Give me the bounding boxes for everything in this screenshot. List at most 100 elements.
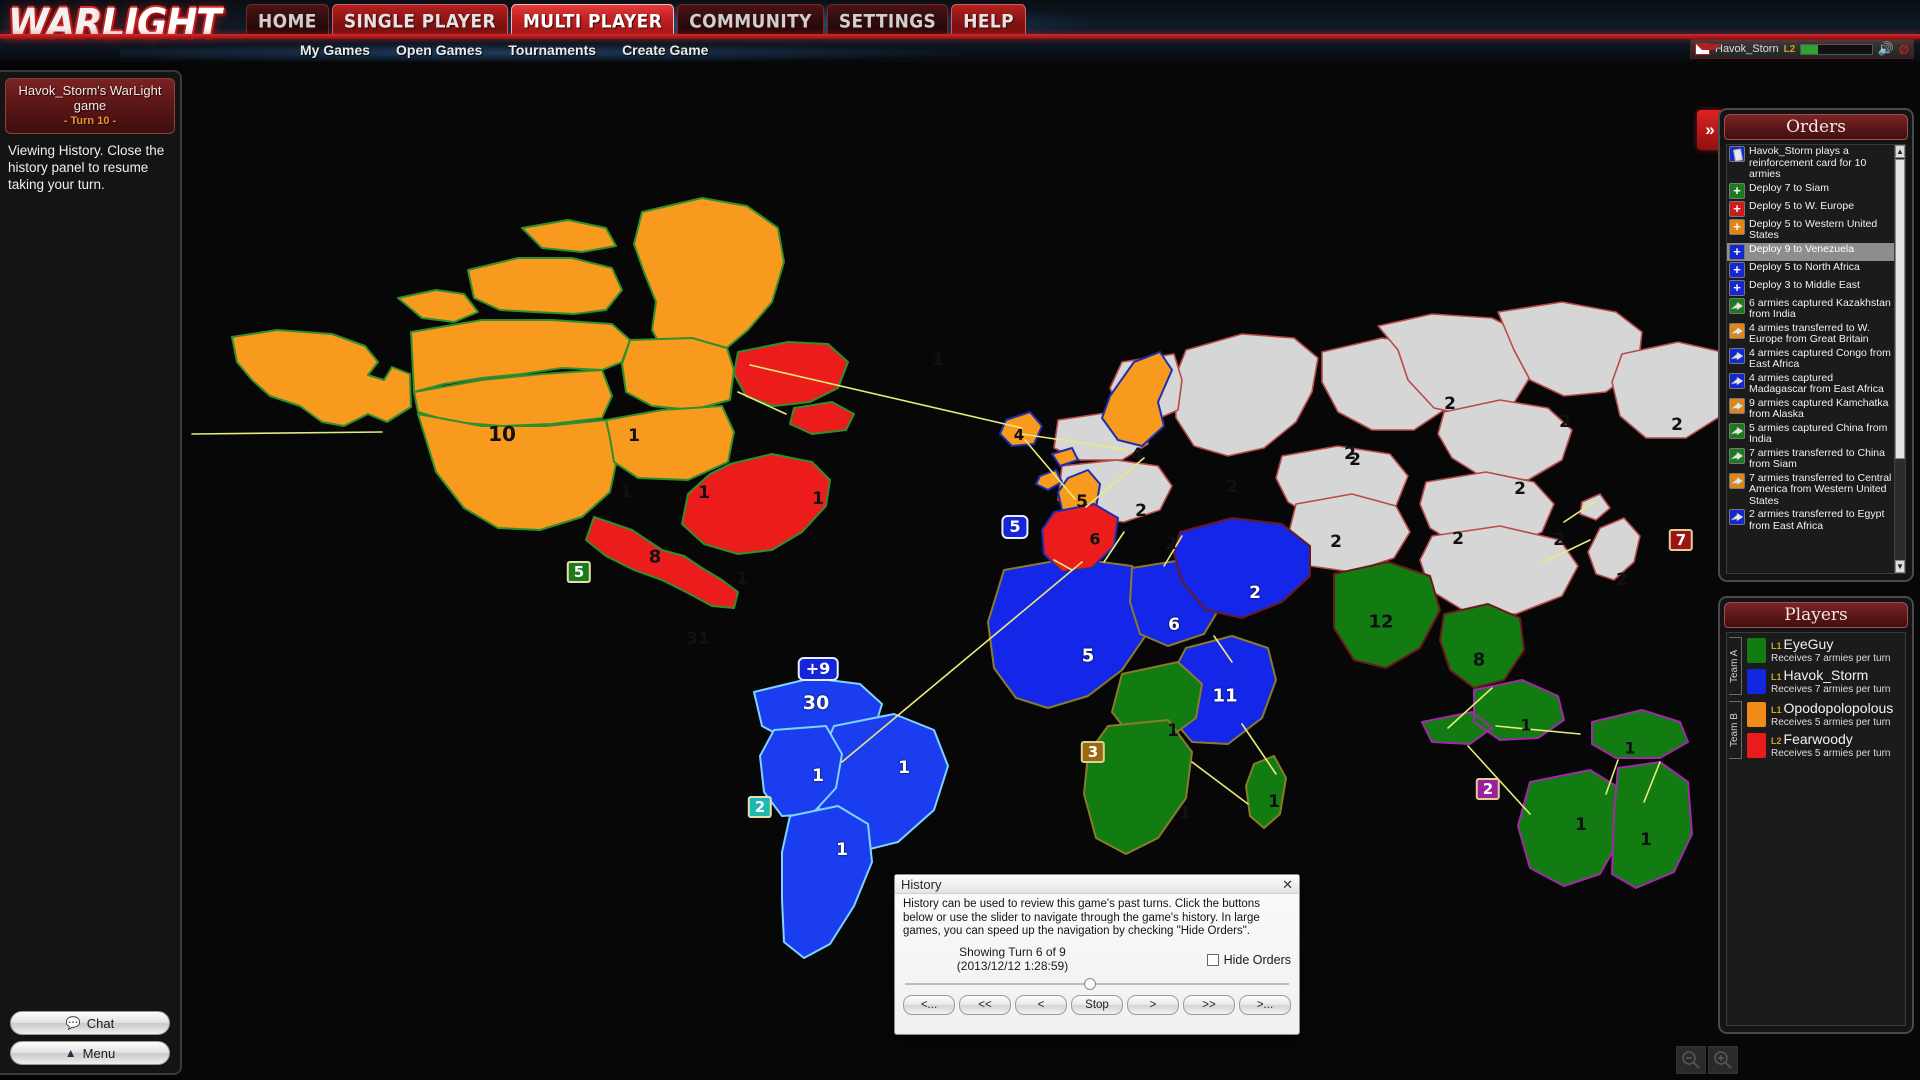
bonus-badge[interactable]: 2	[747, 796, 773, 818]
territory-scandinavia	[1101, 351, 1173, 447]
territory-irkutsk	[1437, 399, 1573, 481]
nav-tab-community[interactable]: COMMUNITY	[677, 4, 824, 38]
history-description: History can be used to review this game'…	[903, 898, 1260, 937]
user-status-strip[interactable]: Havok_Storn L2 🔊 Ø	[1690, 39, 1914, 59]
history-slider-knob[interactable]	[1083, 977, 1096, 990]
menu-button[interactable]: ▲ Menu	[10, 1041, 170, 1065]
zoom-out-icon[interactable]	[1676, 1046, 1706, 1074]
deploy-badge[interactable]: 5	[1001, 515, 1029, 539]
bonus-badge[interactable]: 5	[566, 561, 592, 583]
history-button-5[interactable]: >>	[1183, 994, 1235, 1015]
order-row[interactable]: 9 armies captured Kamchatka from Alaska	[1727, 397, 1894, 422]
attack-icon	[1729, 297, 1745, 314]
checkbox-box[interactable]	[1206, 953, 1219, 966]
bonus-badge[interactable]: 7	[1668, 529, 1694, 551]
close-icon[interactable]: ✕	[1282, 876, 1293, 892]
speaker-icon[interactable]: 🔊	[1877, 41, 1894, 56]
bonus-badge[interactable]: 3	[1080, 741, 1106, 763]
player-info: L2 Fearwoody Receives 5 armies per turn	[1771, 732, 1891, 759]
order-row[interactable]: + Deploy 5 to W. Europe	[1727, 200, 1894, 218]
nav-tab-home[interactable]: HOME	[246, 4, 329, 38]
nav-tab-help[interactable]: HELP	[951, 4, 1026, 38]
order-row[interactable]: 2 armies transferred to Egypt from East …	[1727, 508, 1894, 533]
player-row[interactable]: L1 EyeGuy Receives 7 armies per turn	[1745, 635, 1904, 666]
territory-alaska	[231, 329, 412, 427]
deploy-icon: +	[1729, 243, 1745, 260]
history-button-4[interactable]: >	[1127, 994, 1179, 1015]
history-buttons: <... << < Stop > >> >...	[895, 991, 1299, 1015]
player-row[interactable]: L1 Opodopolopolous Receives 5 armies per t…	[1745, 699, 1904, 730]
scroll-down-icon[interactable]: ▼	[1895, 560, 1905, 573]
history-slider[interactable]	[905, 977, 1289, 991]
orders-panel-title: Orders	[1724, 114, 1908, 140]
subnav-tournaments[interactable]: Tournaments	[508, 42, 597, 58]
warlight-logo[interactable]: WARLIGHT	[8, 0, 222, 48]
orders-list[interactable]: Havok_Storm plays a reinforcement card f…	[1726, 144, 1906, 574]
order-row[interactable]: 7 armies transferred to China from Siam	[1727, 447, 1894, 472]
territory-china-grey	[1419, 525, 1579, 615]
history-dialog[interactable]: History ✕ History can be used to review …	[894, 874, 1300, 1035]
players-panel-title: Players	[1724, 602, 1908, 628]
order-text: 5 armies captured China from India	[1749, 421, 1888, 445]
team-label: Team B	[1729, 701, 1742, 759]
history-button-6[interactable]: >...	[1239, 994, 1291, 1015]
nav-tab-multi-player[interactable]: MULTI PLAYER	[510, 4, 675, 38]
order-row[interactable]: 4 armies captured Congo from East Africa	[1727, 347, 1894, 372]
order-row[interactable]: 4 armies captured Madagascar from East A…	[1727, 372, 1894, 397]
zoom-in-icon[interactable]	[1708, 1046, 1738, 1074]
history-button-2[interactable]: <	[1015, 994, 1067, 1015]
order-row[interactable]: + Deploy 5 to North Africa	[1727, 261, 1894, 279]
left-game-panel: Havok_Storm's WarLight game - Turn 10 - …	[0, 70, 182, 1075]
chat-bubble-icon: 💬	[65, 1016, 81, 1030]
orders-scrollbar[interactable]: ▲ ▼	[1894, 145, 1905, 573]
order-row[interactable]: 7 armies transferred to Central America …	[1727, 472, 1894, 509]
team-group: Team A L1 EyeGuy Receives 7 armies per turn…	[1727, 633, 1905, 697]
order-text: 4 armies captured Madagascar from East A…	[1749, 371, 1884, 395]
order-row[interactable]: + Deploy 5 to Western United States	[1727, 218, 1894, 243]
order-text: 6 armies captured Kazakhstan from India	[1749, 296, 1891, 320]
player-row[interactable]: L1 Havok_Storm Receives 7 armies per turn	[1745, 666, 1904, 697]
order-row[interactable]: + Deploy 3 to Middle East	[1727, 279, 1894, 297]
order-text: 4 armies transferred to W. Europe from G…	[1749, 321, 1870, 345]
order-row[interactable]: + Deploy 9 to Venezuela	[1727, 242, 1894, 261]
territory-indonesia	[1421, 679, 1565, 745]
orders-panel: Orders Havok_Storm plays a reinforcement…	[1718, 108, 1914, 582]
deploy-badge[interactable]: +9	[797, 657, 839, 681]
hide-orders-label: Hide Orders	[1223, 952, 1291, 967]
nav-tab-single-player[interactable]: SINGLE PLAYER	[331, 4, 508, 38]
territory-new-guinea	[1591, 709, 1689, 759]
orders-scrollbar-thumb[interactable]	[1895, 159, 1905, 459]
order-row[interactable]: 6 armies captured Kazakhstan from India	[1727, 297, 1894, 322]
history-button-3[interactable]: Stop	[1071, 994, 1123, 1015]
order-row[interactable]: Havok_Storm plays a reinforcement card f…	[1727, 145, 1894, 182]
order-row[interactable]: 5 armies captured China from India	[1727, 422, 1894, 447]
bonus-badge[interactable]: 2	[1475, 778, 1501, 800]
history-button-0[interactable]: <...	[903, 994, 955, 1015]
history-slider-track	[905, 982, 1289, 985]
subnav-create-game[interactable]: Create Game	[622, 42, 709, 58]
subnav-open-games[interactable]: Open Games	[396, 42, 483, 58]
team-label: Team A	[1729, 637, 1742, 695]
hide-orders-checkbox[interactable]: Hide Orders	[1206, 952, 1291, 967]
player-row[interactable]: L2 Fearwoody Receives 5 armies per turn	[1745, 730, 1904, 761]
scroll-up-icon[interactable]: ▲	[1895, 145, 1905, 158]
player-color-swatch	[1747, 638, 1766, 663]
territory-ukraine	[1173, 333, 1319, 457]
subnav-my-games[interactable]: My Games	[300, 42, 371, 58]
order-text: Deploy 5 to W. Europe	[1749, 199, 1855, 212]
mail-icon[interactable]	[1695, 43, 1721, 55]
game-turn-label: - Turn 10 -	[63, 115, 117, 127]
history-button-1[interactable]: <<	[959, 994, 1011, 1015]
world-map-svg	[191, 197, 1737, 959]
player-name-line: L1 EyeGuy	[1771, 637, 1891, 653]
xp-progress-fill	[1801, 44, 1819, 54]
nav-tab-settings[interactable]: SETTINGS	[826, 4, 949, 38]
deploy-icon: +	[1729, 200, 1745, 217]
player-income: Receives 5 armies per turn	[1771, 748, 1891, 759]
order-row[interactable]: + Deploy 7 to Siam	[1727, 182, 1894, 200]
mute-icon[interactable]: Ø	[1898, 41, 1909, 57]
user-level-badge: L2	[1783, 43, 1796, 55]
chat-button[interactable]: 💬 Chat	[10, 1011, 170, 1035]
order-row[interactable]: 4 armies transferred to W. Europe from G…	[1727, 322, 1894, 347]
